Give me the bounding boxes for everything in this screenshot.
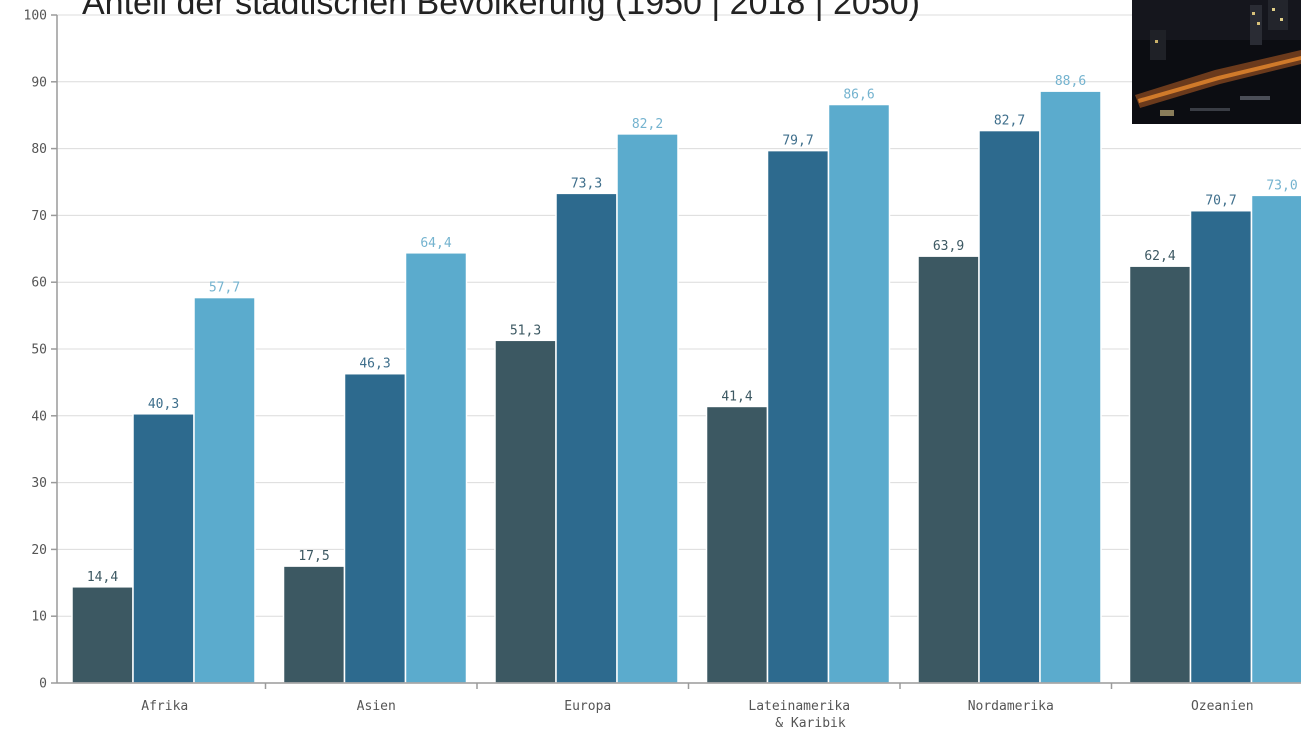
- bar-value-label: 86,6: [843, 88, 874, 103]
- category-label: & Karibik: [775, 716, 846, 731]
- bar-value-label: 41,4: [721, 389, 752, 404]
- axes: 0 10 20 30 40 50 60 70 80 90 100 Afrika Asien Europa L…: [24, 9, 1301, 731]
- y-tick-label: 10: [31, 610, 47, 625]
- bar-value-label: 57,7: [209, 281, 240, 296]
- bar-value-label: 40,3: [148, 397, 179, 412]
- y-tick-label: 40: [31, 409, 47, 424]
- bar: [555, 192, 618, 684]
- bar-value-label: 70,7: [1205, 194, 1236, 209]
- bar: [1189, 209, 1253, 684]
- bar-value-label: 64,4: [420, 236, 451, 251]
- bar: [917, 255, 980, 684]
- bar-value-label: 17,5: [298, 549, 329, 564]
- bar-value-label: 79,7: [782, 134, 813, 149]
- bar: [827, 103, 891, 684]
- category-label: Lateinamerika: [748, 699, 850, 714]
- category-label: Nordamerika: [968, 699, 1054, 714]
- bar: [282, 565, 346, 684]
- bar: [766, 149, 830, 684]
- bar: [1250, 194, 1301, 684]
- y-tick-label: 80: [31, 142, 47, 157]
- bar-value-label: 14,4: [87, 570, 118, 585]
- chart-title: Anteil der städtischen Bevölkerung (1950…: [82, 0, 920, 22]
- bar-value-label: 62,4: [1144, 249, 1175, 264]
- y-tick-label: 100: [24, 9, 47, 24]
- bar: [71, 586, 134, 684]
- bar-value-label: 46,3: [359, 357, 390, 372]
- bar: [404, 252, 468, 684]
- bar: [705, 405, 769, 684]
- category-label: Asien: [357, 699, 396, 714]
- bar: [193, 296, 256, 684]
- y-tick-label: 90: [31, 75, 47, 90]
- y-tick-label: 0: [39, 677, 47, 692]
- value-labels: 14,4 17,5 51,3 41,4 63,9 62,4 40,3 46,3 73,3 79,7…: [87, 74, 1298, 585]
- y-tick-label: 60: [31, 276, 47, 291]
- bar: [494, 339, 557, 684]
- category-label: Afrika: [141, 699, 188, 714]
- bar: [616, 133, 679, 684]
- bar-value-label: 73,3: [571, 176, 602, 191]
- bar-value-label: 51,3: [510, 323, 541, 338]
- bar-value-label: 63,9: [933, 239, 964, 254]
- city-night-photo: [1132, 0, 1301, 124]
- y-tick-label: 50: [31, 343, 47, 358]
- bar-value-label: 82,7: [994, 114, 1025, 129]
- bar-value-label: 88,6: [1055, 74, 1086, 89]
- category-label: Europa: [564, 699, 611, 714]
- bar: [1128, 265, 1192, 684]
- bar: [343, 372, 407, 684]
- bar: [978, 129, 1041, 684]
- bar-value-label: 73,0: [1266, 178, 1297, 193]
- bars: [71, 90, 1301, 684]
- bar-value-label: 82,2: [632, 117, 663, 132]
- y-tick-label: 70: [31, 209, 47, 224]
- bar: [132, 413, 195, 684]
- category-label: Ozeanien: [1191, 699, 1254, 714]
- y-tick-label: 20: [31, 543, 47, 558]
- y-tick-label: 30: [31, 476, 47, 491]
- grid-lines: [57, 14, 1301, 617]
- bar: [1039, 90, 1102, 684]
